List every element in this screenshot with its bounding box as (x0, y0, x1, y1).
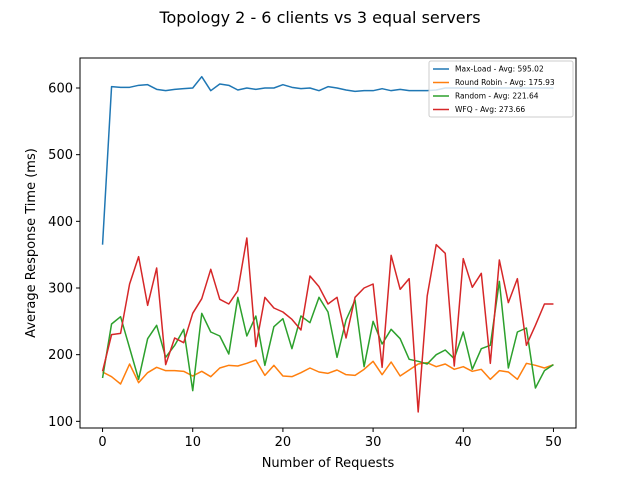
x-tick-label: 40 (455, 435, 472, 450)
x-tick-label: 30 (365, 435, 382, 450)
legend-entry-0: Max-Load - Avg: 595.02 (455, 65, 544, 74)
y-tick-label: 300 (48, 282, 73, 297)
x-axis: 0 10 20 30 40 50 (98, 428, 562, 450)
x-tick-label: 0 (98, 435, 106, 450)
y-tick-label: 200 (48, 348, 73, 363)
legend-entry-1: Round Robin - Avg: 175.93 (455, 78, 555, 87)
x-tick-label: 50 (545, 435, 562, 450)
legend: Max-Load - Avg: 595.02 Round Robin - Avg:… (428, 60, 574, 118)
y-tick-label: 400 (48, 215, 73, 230)
y-axis-label: Average Response Time (ms) (24, 148, 39, 338)
y-axis: 100 200 300 400 500 600 (48, 82, 80, 430)
legend-box (428, 60, 574, 118)
series-line-1 (102, 359, 554, 385)
x-axis-label: Number of Requests (262, 456, 395, 471)
y-tick-label: 500 (48, 148, 73, 163)
x-tick-label: 20 (275, 435, 292, 450)
y-tick-label: 600 (48, 82, 73, 97)
legend-entry-3: WFQ - Avg: 273.66 (455, 105, 525, 114)
series-line-3 (101, 237, 554, 413)
x-tick-label: 10 (184, 435, 201, 450)
plot-frame (79, 57, 577, 429)
chart-title: Topology 2 - 6 clients vs 3 equal server… (158, 8, 480, 27)
y-tick-label: 100 (48, 415, 73, 430)
legend-entry-2: Random - Avg: 221.64 (455, 92, 539, 101)
